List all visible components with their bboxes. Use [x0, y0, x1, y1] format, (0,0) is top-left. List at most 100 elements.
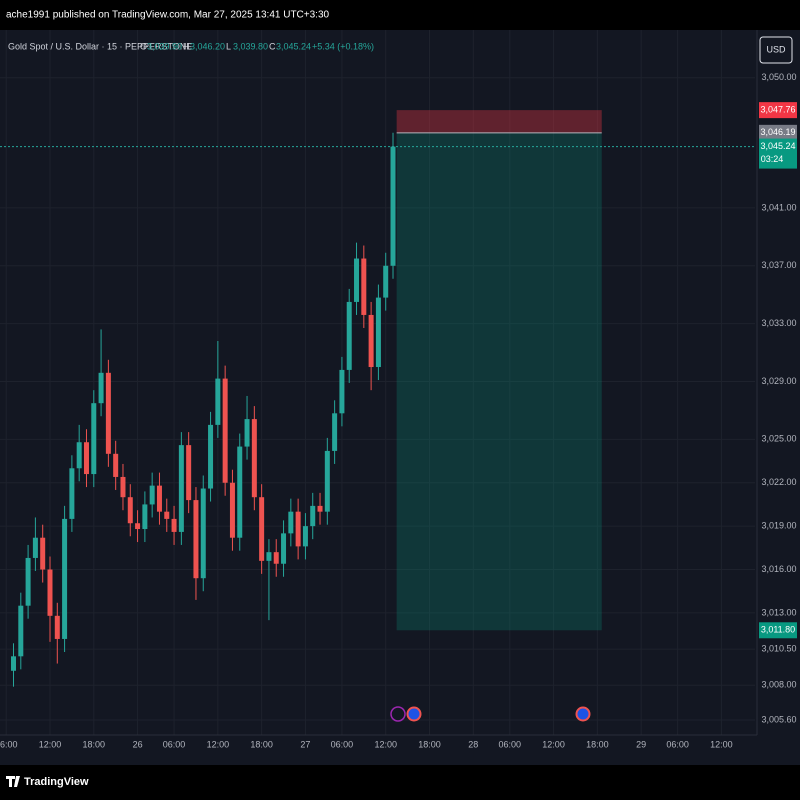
candle-body: [354, 258, 360, 302]
stop-label: 3,047.76: [760, 105, 795, 115]
candle-body: [215, 378, 221, 425]
target-zone: [396, 132, 602, 631]
candle-body: [237, 446, 243, 538]
target-badge: [759, 622, 797, 639]
brand-logo: [6, 776, 20, 787]
candle-body: [18, 605, 24, 657]
candle-body: [98, 372, 104, 404]
candle-body: [251, 419, 257, 498]
byline: ache1991 published on TradingView.com, M…: [6, 10, 330, 21]
event-icons: [390, 706, 591, 722]
ohlc-value: 3,046.20: [190, 41, 225, 51]
candle-body: [266, 552, 272, 561]
x-tick-label: 06:00: [331, 739, 354, 749]
y-tick-label: 3,019.00: [761, 521, 796, 531]
ohlc-key: O: [140, 41, 147, 51]
y-tick-label: 3,010.50: [761, 643, 796, 653]
entry-label: 3,046.19: [760, 127, 795, 137]
candle-body: [40, 537, 46, 570]
candle-body: [302, 526, 308, 547]
candle-body: [25, 557, 31, 606]
candle-body: [324, 450, 330, 512]
candle-body: [47, 569, 53, 616]
x-tick-label: 18:00: [250, 739, 273, 749]
x-tick-label: 12:00: [207, 739, 230, 749]
target-label: 3,011.80: [761, 625, 795, 635]
candle-body: [361, 258, 367, 315]
candle-body: [32, 537, 38, 558]
currency-button[interactable]: [759, 36, 793, 64]
currency[interactable]: USD: [766, 44, 786, 54]
ohlc-key: L: [226, 41, 231, 51]
plot: [0, 110, 755, 687]
x-tick-label: 12:00: [374, 739, 397, 749]
candle-body: [120, 476, 126, 498]
candle-body: [127, 497, 133, 524]
candle-body: [135, 523, 141, 530]
x-tick-label: 06:00: [163, 739, 186, 749]
footer-bar: [0, 765, 800, 800]
x-tick-label: 06:00: [499, 739, 522, 749]
candle-body: [229, 482, 235, 538]
ohlc-key: H: [183, 41, 190, 51]
event-icon[interactable]: [390, 706, 406, 722]
x-tick-label: 18:00: [83, 739, 106, 749]
ohlc-value: 3,039.80: [233, 41, 268, 51]
y-tick-label: 3,005.60: [761, 714, 796, 724]
event-icon[interactable]: [575, 706, 591, 722]
axes: 3,050.00 3,041.00 3,037.00 3,033.00 3,029.00…: [0, 72, 797, 749]
ohlc-value: 3,039.90: [147, 41, 182, 51]
y-tick-label: 3,016.00: [761, 564, 796, 574]
y-tick-label: 3,013.00: [761, 607, 796, 617]
top-bar: [0, 0, 800, 30]
candle-body: [113, 453, 119, 477]
y-tick-label: 3,050.00: [761, 72, 796, 82]
ohlc-legend: O 3,039.90 H 3,046.20 L 3,039.80 C 3,045.24 +5.3…: [140, 41, 374, 51]
candle-body: [54, 615, 60, 639]
x-tick-label: 27: [300, 739, 310, 749]
candle-body: [317, 505, 323, 512]
candle-body: [375, 297, 381, 368]
stop-zone: [396, 110, 602, 133]
y-tick-label: 3,022.00: [761, 477, 796, 487]
candle-body: [156, 485, 162, 512]
stop-badge: [759, 102, 797, 119]
candle-body: [76, 442, 82, 469]
candle-body: [368, 314, 374, 368]
y-tick-label: 3,025.00: [761, 434, 796, 444]
y-tick-label: 3,033.00: [761, 318, 796, 328]
candle-body: [186, 445, 192, 501]
symbol-title: Gold Spot / U.S. Dollar · 15 · PEPPERSTO…: [8, 41, 192, 51]
event-icon[interactable]: [406, 706, 422, 722]
x-tick-label: 12:00: [39, 739, 62, 749]
candle-body: [62, 518, 68, 639]
x-tick-label: 18:00: [418, 739, 441, 749]
candle-body: [164, 511, 170, 519]
ohlc-change: +5.34 (+0.18%): [312, 41, 374, 51]
candle-body: [332, 413, 338, 451]
x-tick-label: 12:00: [542, 739, 565, 749]
candle-body: [83, 442, 89, 475]
y-tick-label: 3,008.00: [761, 680, 796, 690]
x-tick-label: 28: [468, 739, 478, 749]
ohlc-key: C: [269, 41, 276, 51]
last-price-label: 3,045.24: [760, 141, 795, 151]
candle-body: [171, 518, 177, 532]
x-tick-label: 06:00: [666, 739, 689, 749]
candle-body: [244, 419, 250, 447]
ohlc-value: 3,045.24: [276, 41, 311, 51]
entry-badge: [759, 124, 797, 141]
candle-body: [142, 504, 148, 530]
candle-body: [339, 369, 345, 414]
candle-body: [208, 424, 214, 489]
candle-body: [346, 301, 352, 370]
x-tick-label: 29: [636, 739, 646, 749]
candle-body: [69, 468, 75, 519]
candle-body: [178, 445, 184, 532]
y-tick-label: 3,041.00: [761, 202, 796, 212]
candle-body: [273, 552, 279, 564]
candle-body: [91, 403, 97, 475]
x-tick-label: 18:00: [586, 739, 609, 749]
candle-body: [295, 511, 301, 547]
